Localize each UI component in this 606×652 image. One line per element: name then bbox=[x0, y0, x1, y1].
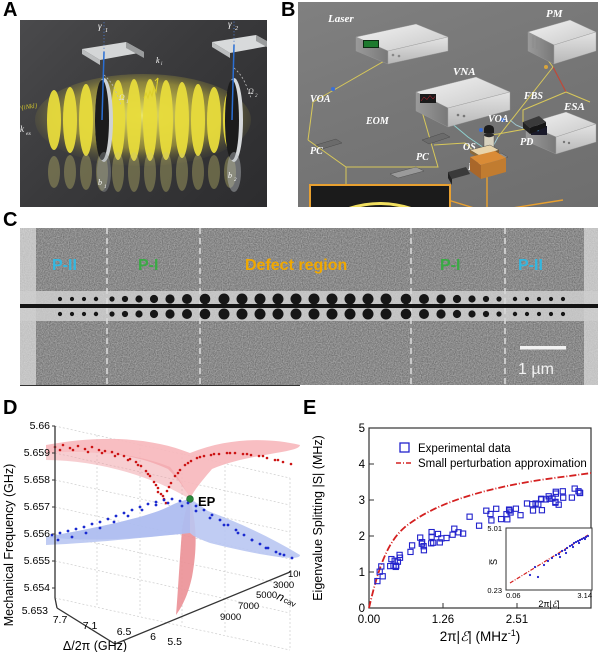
svg-text:VOA: VOA bbox=[310, 94, 331, 105]
svg-text:2π|ℰ|: 2π|ℰ| bbox=[538, 599, 559, 609]
svg-text:b: b bbox=[98, 178, 102, 187]
svg-text:k: k bbox=[20, 124, 25, 134]
svg-text:P-I: P-I bbox=[440, 257, 460, 274]
svg-text:Eigenvalue Splitting |S| (MHz): Eigenvalue Splitting |S| (MHz) bbox=[311, 435, 325, 601]
svg-text:Δ/2π (GHz): Δ/2π (GHz) bbox=[63, 639, 127, 652]
svg-text:1: 1 bbox=[104, 185, 107, 190]
svg-text:6.5: 6.5 bbox=[117, 626, 132, 638]
svg-text:Mechanical Frequency (GHz): Mechanical Frequency (GHz) bbox=[2, 464, 16, 627]
svg-text:2.51: 2.51 bbox=[506, 614, 528, 626]
svg-text:FBS: FBS bbox=[523, 91, 543, 102]
svg-text:5.655: 5.655 bbox=[24, 555, 50, 567]
svg-text:ex: ex bbox=[26, 131, 31, 137]
svg-text:e^{iNkl}: e^{iNkl} bbox=[20, 103, 38, 113]
svg-text:5.656: 5.656 bbox=[24, 528, 50, 540]
svg-text:5.657: 5.657 bbox=[24, 501, 50, 513]
svg-text:5.659: 5.659 bbox=[24, 447, 50, 459]
svg-text:5000: 5000 bbox=[256, 590, 277, 601]
svg-text:2π|ℰ| (MHz-1): 2π|ℰ| (MHz-1) bbox=[440, 628, 521, 644]
svg-text:1.26: 1.26 bbox=[432, 614, 454, 626]
svg-text:7.7: 7.7 bbox=[53, 614, 68, 626]
svg-text:Ω: Ω bbox=[248, 87, 254, 96]
svg-text:9000: 9000 bbox=[220, 612, 241, 623]
svg-text:PC: PC bbox=[416, 152, 429, 163]
svg-text:5.658: 5.658 bbox=[24, 474, 50, 486]
svg-text:Defect region: Defect region bbox=[245, 257, 347, 274]
svg-text:5.01: 5.01 bbox=[487, 524, 502, 533]
svg-text:P-I: P-I bbox=[138, 257, 158, 274]
svg-text:1: 1 bbox=[359, 567, 365, 579]
svg-text:P-II: P-II bbox=[518, 257, 543, 274]
svg-text:1: 1 bbox=[126, 100, 129, 105]
svg-text:2: 2 bbox=[255, 94, 258, 99]
svg-text:3.14: 3.14 bbox=[577, 591, 592, 600]
svg-text:5.654: 5.654 bbox=[24, 582, 50, 594]
svg-text:EOM: EOM bbox=[365, 116, 390, 127]
svg-text:5.653: 5.653 bbox=[22, 605, 48, 617]
svg-text:2: 2 bbox=[359, 531, 365, 543]
svg-text:6: 6 bbox=[150, 631, 156, 643]
svg-text:S̅: S̅ bbox=[489, 559, 499, 565]
svg-text:0.00: 0.00 bbox=[358, 614, 380, 626]
svg-text:i: i bbox=[161, 62, 163, 67]
svg-text:4: 4 bbox=[359, 459, 366, 471]
svg-text:Laser: Laser bbox=[327, 13, 354, 25]
svg-text:0.06: 0.06 bbox=[506, 591, 521, 600]
svg-text:PD: PD bbox=[520, 137, 533, 148]
svg-text:k: k bbox=[156, 56, 160, 65]
svg-text:ESA: ESA bbox=[563, 101, 585, 113]
svg-text:2: 2 bbox=[235, 26, 238, 32]
svg-text:5.5: 5.5 bbox=[167, 636, 182, 648]
svg-text:cav: cav bbox=[282, 596, 297, 609]
svg-text:0.23: 0.23 bbox=[487, 586, 502, 595]
svg-text:VNA: VNA bbox=[453, 66, 476, 78]
svg-text:5: 5 bbox=[359, 423, 365, 435]
svg-text:b: b bbox=[228, 171, 232, 180]
svg-text:γ: γ bbox=[98, 21, 102, 31]
svg-text:VOA: VOA bbox=[488, 114, 509, 125]
svg-text:1: 1 bbox=[105, 28, 108, 34]
svg-text:PM: PM bbox=[546, 8, 564, 20]
svg-text:7.1: 7.1 bbox=[83, 620, 98, 632]
svg-text:5.66: 5.66 bbox=[30, 420, 51, 432]
svg-text:1 µm: 1 µm bbox=[518, 361, 554, 378]
svg-text:7000: 7000 bbox=[238, 601, 259, 612]
svg-text:PC: PC bbox=[310, 146, 323, 157]
svg-text:γ: γ bbox=[228, 20, 232, 29]
svg-text:Ω: Ω bbox=[119, 93, 125, 102]
svg-text:3: 3 bbox=[359, 495, 365, 507]
svg-text:P-II: P-II bbox=[52, 257, 77, 274]
svg-text:Experimental data: Experimental data bbox=[418, 443, 511, 455]
svg-text:Small perturbation approximati: Small perturbation approximation bbox=[418, 458, 587, 470]
svg-text:EP: EP bbox=[198, 494, 216, 509]
